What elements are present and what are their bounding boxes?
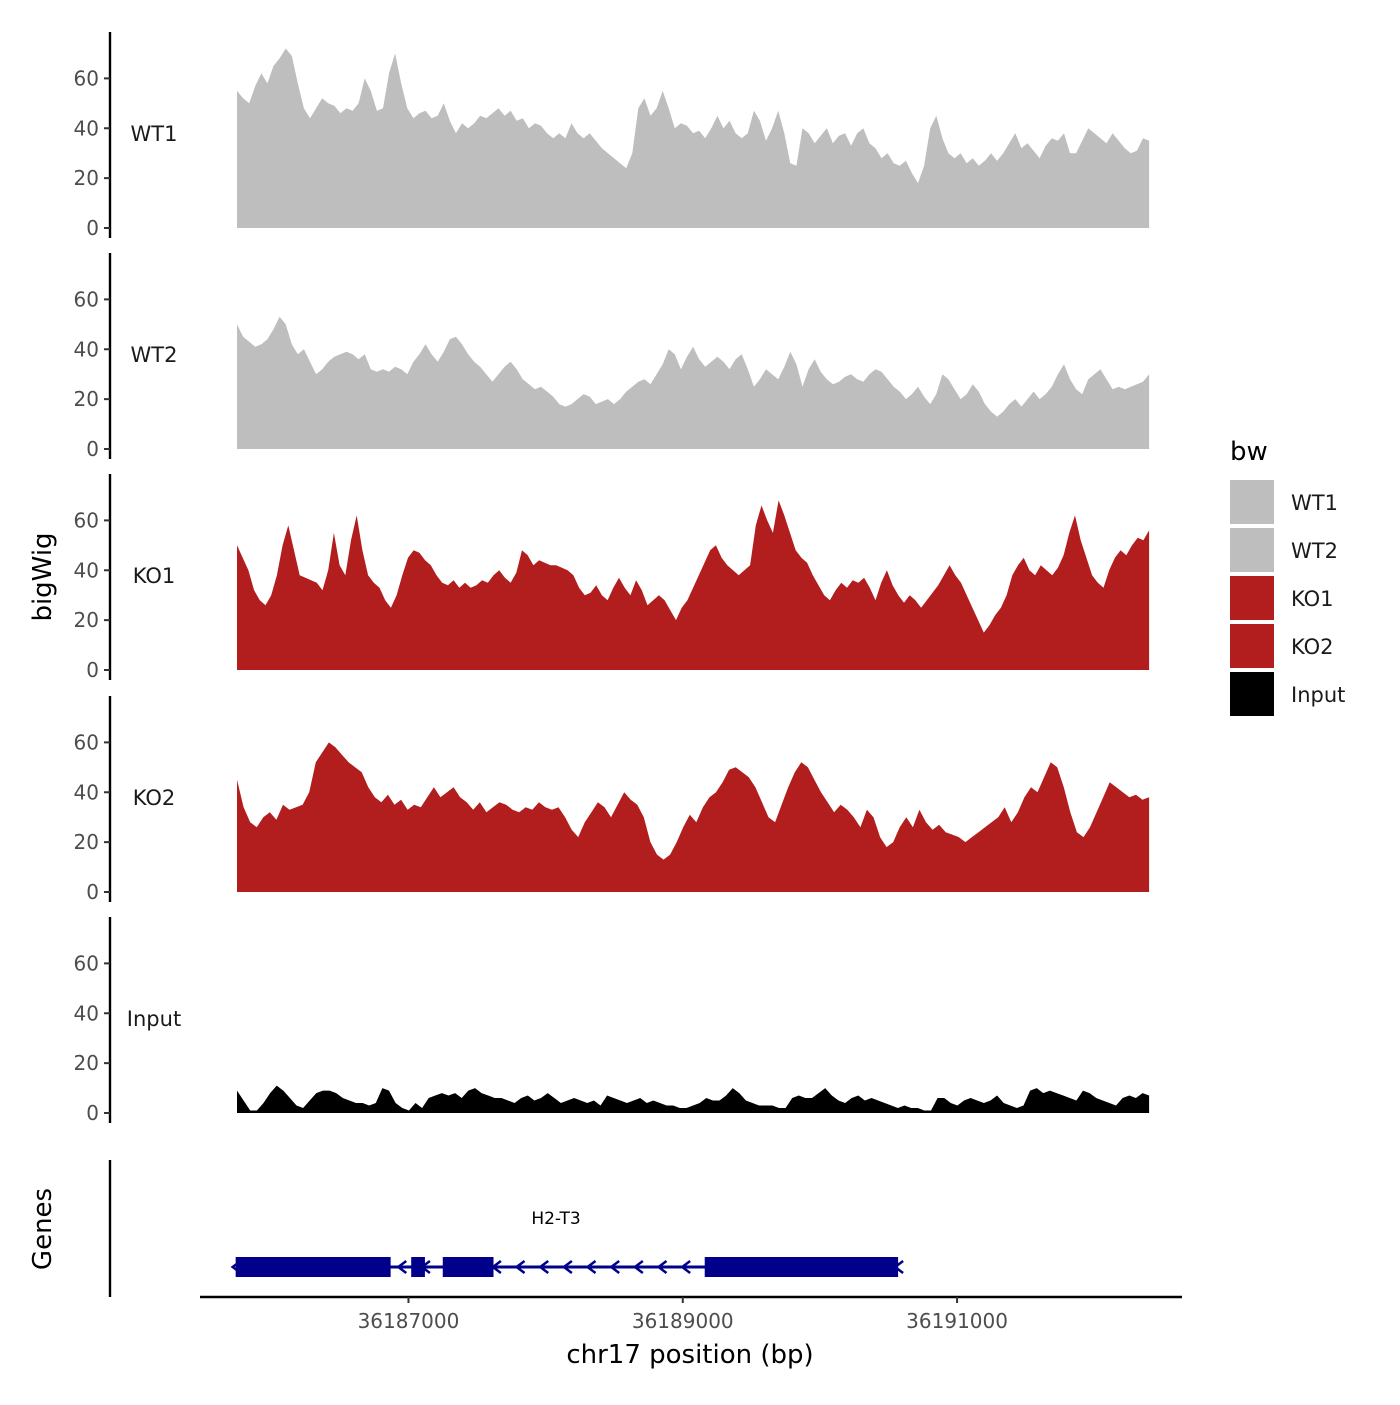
gene-name-label: H2-T3 bbox=[531, 1209, 580, 1229]
panel-ko2: 0 20 40 60 KO2 bbox=[74, 696, 1150, 904]
legend-key bbox=[1230, 528, 1274, 572]
strand-arrow bbox=[561, 1260, 573, 1274]
legend-label: KO1 bbox=[1291, 587, 1334, 611]
x-axis-title: chr17 position (bp) bbox=[566, 1340, 813, 1370]
genes-panel: Genes H2-T3 bbox=[28, 1160, 904, 1297]
signal-panels: 0 20 40 60 WT1 0 20 40 60 WT2 0 20 40 60 KO1 0 20 40 60 KO2… bbox=[74, 32, 1150, 1125]
y-axis-title: bigWig bbox=[28, 532, 58, 621]
y-tick-label: 20 bbox=[74, 1051, 99, 1075]
legend-key bbox=[1230, 672, 1274, 716]
x-axis: 36187000 36189000 36191000 bbox=[200, 1295, 1182, 1333]
y-tick-label: 40 bbox=[74, 558, 99, 582]
y-tick-label: 20 bbox=[74, 166, 99, 190]
panel-ko1: 0 20 40 60 KO1 bbox=[74, 474, 1150, 682]
legend-key bbox=[1230, 624, 1274, 668]
x-tick-label: 36189000 bbox=[632, 1309, 734, 1333]
gene-exon bbox=[704, 1257, 899, 1277]
track-label-input: Input bbox=[127, 1007, 181, 1031]
x-tick-label: 36187000 bbox=[358, 1309, 460, 1333]
legend-label: WT1 bbox=[1291, 491, 1338, 515]
y-tick-label: 40 bbox=[74, 337, 99, 361]
strand-arrow bbox=[514, 1260, 526, 1274]
signal-area-ko1 bbox=[237, 500, 1150, 670]
y-tick-label: 40 bbox=[74, 1001, 99, 1025]
y-tick-label: 20 bbox=[74, 608, 99, 632]
y-tick-label: 0 bbox=[86, 658, 99, 682]
y-tick-label: 20 bbox=[74, 387, 99, 411]
legend-item-input: Input bbox=[1230, 672, 1345, 716]
strand-arrow bbox=[396, 1260, 408, 1274]
y-tick-label: 60 bbox=[74, 66, 99, 90]
y-tick-label: 0 bbox=[86, 437, 99, 461]
signal-area-wt2 bbox=[237, 316, 1150, 449]
legend-label: KO2 bbox=[1291, 635, 1334, 659]
y-tick-label: 20 bbox=[74, 830, 99, 854]
legend-item-wt1: WT1 bbox=[1230, 480, 1338, 524]
strand-arrow bbox=[585, 1260, 597, 1274]
y-tick-label: 60 bbox=[74, 508, 99, 532]
y-tick-label: 60 bbox=[74, 951, 99, 975]
legend-item-ko1: KO1 bbox=[1230, 576, 1334, 620]
genes-track-title: Genes bbox=[28, 1188, 58, 1270]
legend-item-ko2: KO2 bbox=[1230, 624, 1334, 668]
legend-key bbox=[1230, 576, 1274, 620]
legend-item-wt2: WT2 bbox=[1230, 528, 1338, 572]
legend-title: bw bbox=[1230, 437, 1268, 467]
gene-exon bbox=[411, 1257, 425, 1277]
strand-arrow bbox=[538, 1260, 549, 1274]
legend-label: WT2 bbox=[1291, 539, 1338, 563]
y-tick-label: 40 bbox=[74, 780, 99, 804]
strand-arrow bbox=[632, 1260, 644, 1274]
track-label-wt1: WT1 bbox=[131, 122, 178, 146]
y-tick-label: 0 bbox=[86, 880, 99, 904]
panel-wt2: 0 20 40 60 WT2 bbox=[74, 253, 1150, 461]
gene-exon bbox=[235, 1257, 391, 1277]
y-tick-label: 40 bbox=[74, 116, 99, 140]
signal-area-wt1 bbox=[237, 48, 1150, 228]
track-label-ko2: KO2 bbox=[133, 786, 176, 810]
signal-area-ko2 bbox=[237, 742, 1150, 892]
track-label-ko1: KO1 bbox=[133, 564, 176, 588]
panel-wt1: 0 20 40 60 WT1 bbox=[74, 32, 1150, 240]
legend-key bbox=[1230, 480, 1274, 524]
legend-label: Input bbox=[1291, 683, 1345, 707]
track-label-wt2: WT2 bbox=[131, 343, 178, 367]
legend: bw WT1 WT2 KO1 KO2 Input bbox=[1230, 437, 1345, 716]
strand-arrow bbox=[656, 1260, 668, 1274]
strand-arrow bbox=[680, 1260, 691, 1274]
y-tick-label: 60 bbox=[74, 287, 99, 311]
gene-exon bbox=[442, 1257, 494, 1277]
x-tick-label: 36191000 bbox=[906, 1309, 1008, 1333]
y-tick-label: 0 bbox=[86, 1101, 99, 1125]
panel-input: 0 20 40 60 Input bbox=[74, 917, 1150, 1125]
y-tick-label: 0 bbox=[86, 216, 99, 240]
y-tick-label: 60 bbox=[74, 730, 99, 754]
strand-arrow bbox=[609, 1260, 620, 1274]
signal-area-input bbox=[237, 1085, 1150, 1113]
